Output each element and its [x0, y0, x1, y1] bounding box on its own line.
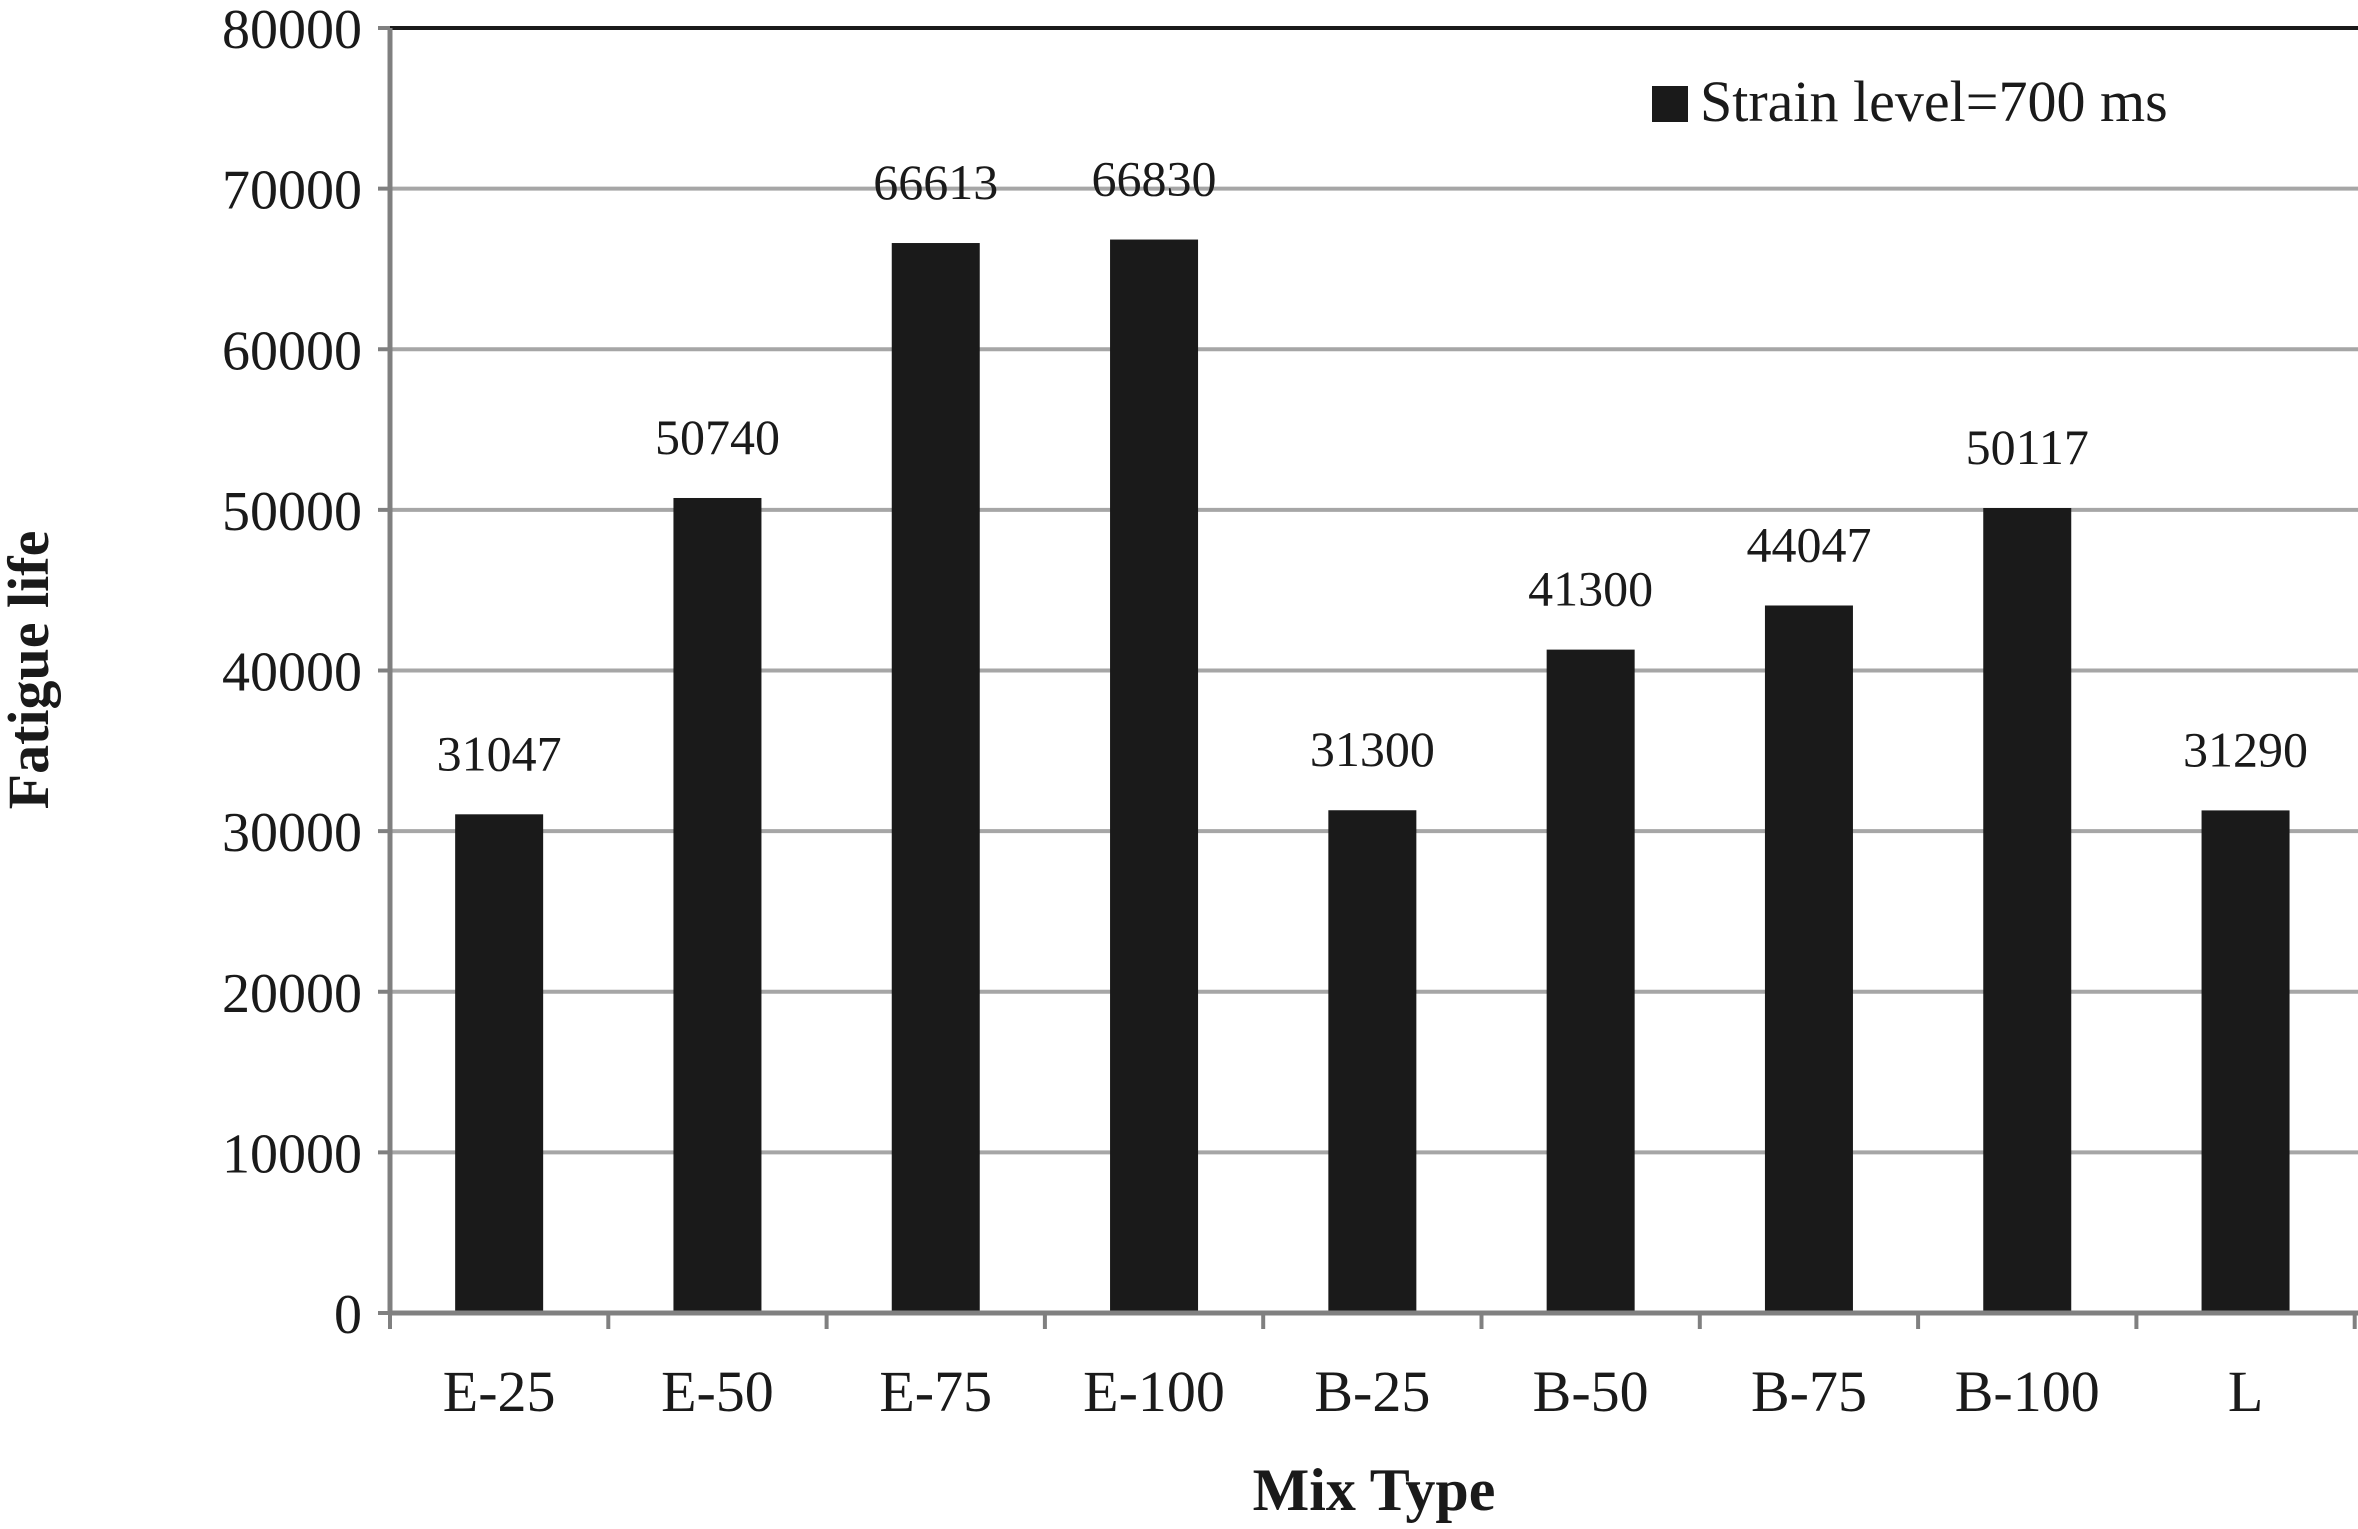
legend-swatch [1652, 86, 1688, 122]
legend-label: Strain level=700 ms [1700, 69, 2168, 134]
data-label: 31290 [2183, 721, 2308, 777]
y-tick-label: 20000 [222, 963, 362, 1025]
axes-layer [378, 26, 2358, 1329]
data-label: 50117 [1966, 419, 2089, 475]
data-label: 41300 [1528, 561, 1653, 617]
x-tick-label: B-100 [1955, 1359, 2100, 1424]
y-tick-label: 30000 [222, 802, 362, 864]
bar [673, 497, 762, 1313]
bar [2201, 810, 2290, 1313]
x-tick-label: E-25 [443, 1359, 556, 1424]
data-label: 50740 [655, 409, 780, 465]
y-axis-title: Fatigue life [0, 531, 61, 810]
x-axis-title: Mix Type [1253, 1457, 1496, 1523]
x-tick-label: L [2228, 1359, 2263, 1424]
y-tick-label: 40000 [222, 642, 362, 704]
bar [1110, 239, 1199, 1314]
y-tick-label: 80000 [222, 0, 362, 61]
x-tick-label: B-50 [1533, 1359, 1649, 1424]
bars-layer [455, 239, 2290, 1314]
x-tick-label: E-50 [661, 1359, 774, 1424]
data-label: 31047 [437, 725, 562, 781]
y-tick-label: 50000 [222, 481, 362, 543]
legend: Strain level=700 ms [1652, 69, 2168, 134]
data-label: 66613 [873, 154, 998, 210]
x-tick-label: B-75 [1751, 1359, 1867, 1424]
bar [1328, 810, 1417, 1313]
bar [455, 814, 544, 1313]
x-tick-label: E-75 [879, 1359, 992, 1424]
bar [1764, 605, 1853, 1313]
y-tick-label: 0 [334, 1284, 362, 1346]
labels-layer: 0 10000 20000 30000 40000 50000 60000 70000 8000… [222, 0, 2308, 1424]
bar [1983, 507, 2072, 1313]
data-label: 44047 [1746, 516, 1871, 572]
bar [1546, 649, 1635, 1313]
x-tick-label: B-25 [1314, 1359, 1430, 1424]
y-tick-label: 10000 [222, 1123, 362, 1185]
y-tick-label: 70000 [222, 160, 362, 222]
data-label: 31300 [1310, 721, 1435, 777]
x-tick-label: E-100 [1083, 1359, 1225, 1424]
data-label: 66830 [1092, 151, 1217, 207]
bar [891, 243, 980, 1313]
y-tick-label: 60000 [222, 320, 362, 382]
